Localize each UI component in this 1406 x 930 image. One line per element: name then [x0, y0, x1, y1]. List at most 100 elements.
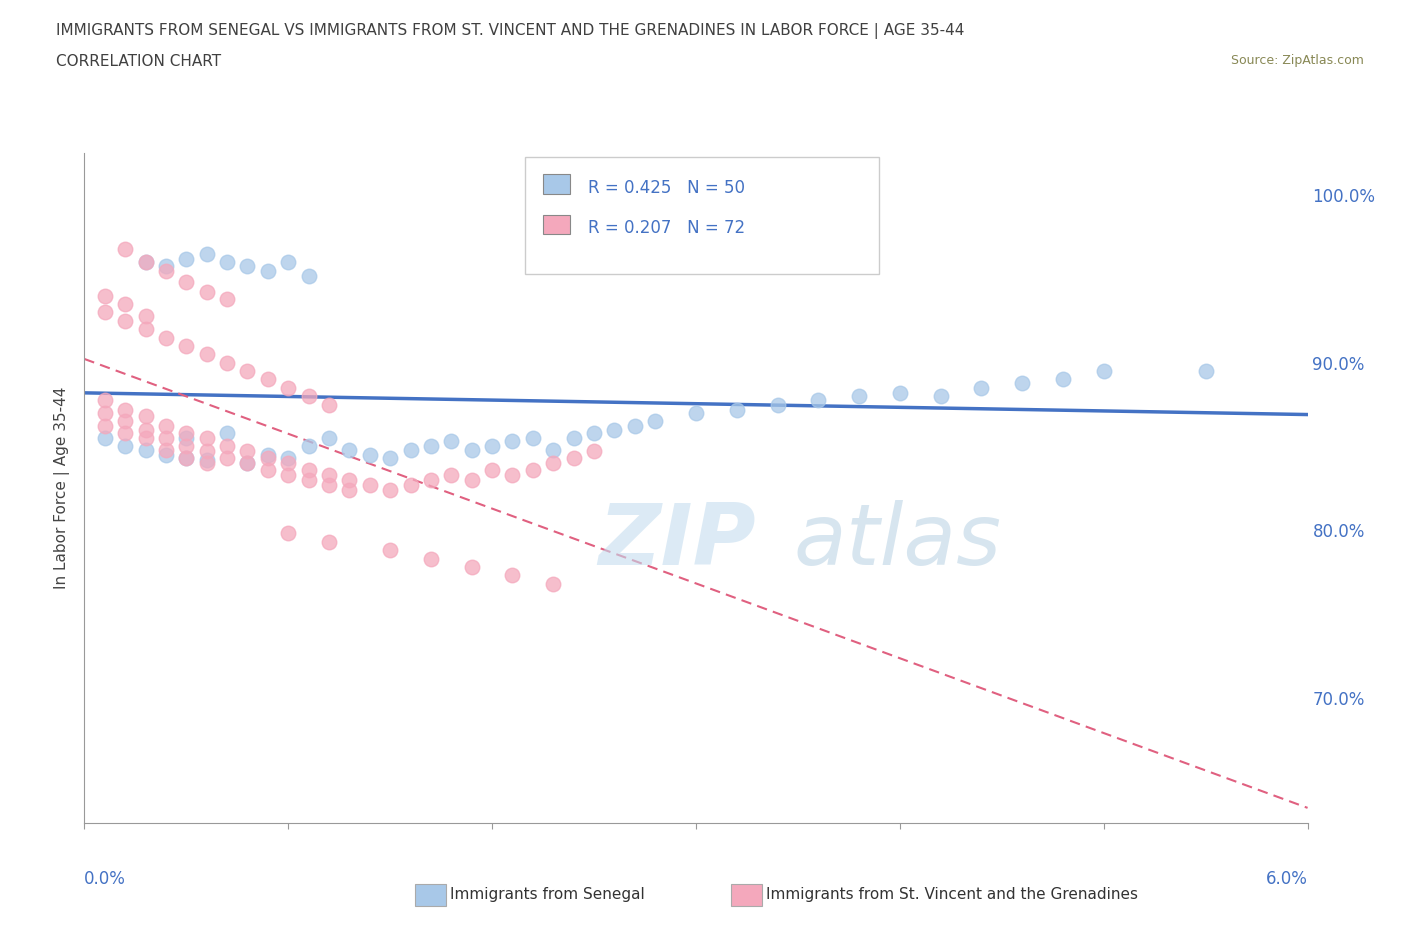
Point: [135, 255, 157, 270]
Point: [298, 439, 321, 454]
Point: [236, 259, 259, 273]
Point: [461, 560, 484, 575]
Text: 6.0%: 6.0%: [1265, 870, 1308, 888]
Point: [257, 462, 280, 477]
Point: [380, 451, 402, 466]
Point: [420, 472, 443, 487]
Point: [380, 543, 402, 558]
Point: [298, 389, 321, 404]
Point: [929, 389, 952, 404]
Point: [970, 380, 993, 395]
Point: [176, 439, 198, 454]
Point: [155, 443, 177, 458]
Point: [461, 443, 484, 458]
Point: [114, 426, 136, 441]
Point: [257, 447, 280, 462]
Point: [543, 456, 565, 471]
Point: [176, 426, 198, 441]
Point: [298, 472, 321, 487]
Point: [135, 443, 157, 458]
Point: [359, 477, 381, 492]
Point: [93, 431, 117, 445]
Point: [399, 477, 422, 492]
Point: [195, 347, 218, 362]
Point: [440, 434, 463, 449]
Point: [236, 364, 259, 379]
Point: [543, 443, 565, 458]
Point: [217, 426, 239, 441]
Point: [277, 380, 299, 395]
Point: [481, 462, 503, 477]
Point: [195, 246, 218, 261]
Point: [257, 451, 280, 466]
Point: [257, 372, 280, 387]
Point: [93, 405, 117, 420]
Point: [603, 422, 626, 437]
Point: [1011, 376, 1033, 391]
Point: [318, 397, 340, 412]
Point: [135, 322, 157, 337]
Point: [155, 259, 177, 273]
Point: [195, 456, 218, 471]
Point: [420, 551, 443, 566]
Point: [217, 355, 239, 370]
Point: [114, 242, 136, 257]
Point: [195, 285, 218, 299]
Point: [481, 439, 503, 454]
Point: [114, 439, 136, 454]
Point: [155, 418, 177, 433]
Point: [848, 389, 870, 404]
Point: [543, 577, 565, 591]
Point: [257, 263, 280, 278]
Point: [685, 405, 707, 420]
Point: [93, 305, 117, 320]
Point: [217, 451, 239, 466]
Point: [1195, 364, 1218, 379]
Point: [889, 385, 911, 400]
Point: [135, 255, 157, 270]
Point: [522, 431, 544, 445]
Point: [318, 535, 340, 550]
Point: [195, 431, 218, 445]
Point: [176, 431, 198, 445]
Point: [502, 568, 524, 583]
Point: [277, 255, 299, 270]
Bar: [543, 175, 569, 193]
Point: [176, 251, 198, 266]
Point: [176, 275, 198, 290]
Point: [135, 309, 157, 324]
Point: [461, 472, 484, 487]
Point: [236, 456, 259, 471]
Point: [522, 462, 544, 477]
Text: Immigrants from Senegal: Immigrants from Senegal: [450, 887, 645, 902]
Point: [807, 392, 830, 407]
Point: [114, 297, 136, 312]
Point: [155, 431, 177, 445]
Point: [766, 397, 789, 412]
Point: [725, 402, 748, 417]
Point: [176, 451, 198, 466]
Point: [624, 418, 647, 433]
Point: [399, 443, 422, 458]
Point: [176, 451, 198, 466]
Point: [135, 422, 157, 437]
Point: [1092, 364, 1115, 379]
Text: Immigrants from St. Vincent and the Grenadines: Immigrants from St. Vincent and the Gren…: [766, 887, 1139, 902]
Point: [339, 472, 361, 487]
Point: [217, 439, 239, 454]
Point: [277, 526, 299, 541]
Point: [583, 426, 606, 441]
Point: [236, 444, 259, 458]
Text: atlas: atlas: [794, 500, 1002, 583]
Point: [93, 392, 117, 407]
Point: [318, 468, 340, 483]
Point: [155, 330, 177, 345]
Point: [217, 292, 239, 307]
Point: [502, 468, 524, 483]
Point: [298, 462, 321, 477]
Point: [236, 456, 259, 471]
Point: [318, 477, 340, 492]
Point: [135, 431, 157, 445]
Text: 0.0%: 0.0%: [84, 870, 127, 888]
Point: [562, 451, 585, 466]
